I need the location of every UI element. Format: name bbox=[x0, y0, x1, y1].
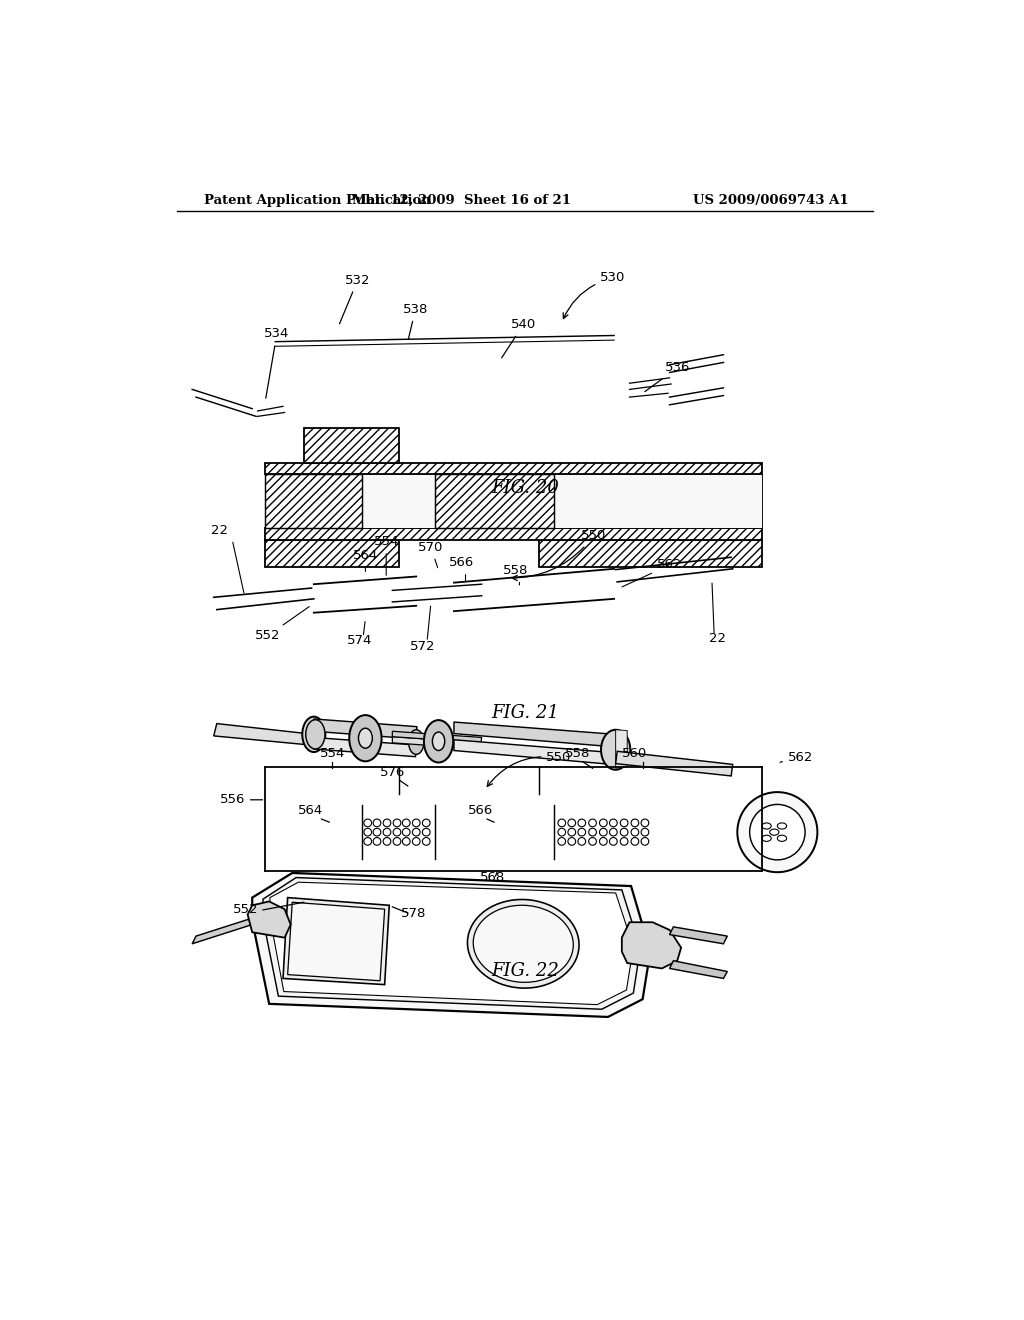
Text: 554: 554 bbox=[319, 747, 345, 760]
Text: 554: 554 bbox=[374, 535, 399, 548]
Text: 534: 534 bbox=[264, 327, 290, 399]
Polygon shape bbox=[539, 540, 762, 566]
Ellipse shape bbox=[424, 721, 454, 763]
Polygon shape bbox=[265, 462, 762, 474]
Text: 550: 550 bbox=[512, 529, 606, 581]
Text: 532: 532 bbox=[340, 273, 371, 323]
Polygon shape bbox=[622, 923, 681, 969]
Text: 578: 578 bbox=[401, 907, 427, 920]
Text: Mar. 12, 2009  Sheet 16 of 21: Mar. 12, 2009 Sheet 16 of 21 bbox=[352, 194, 571, 207]
Text: 530: 530 bbox=[563, 271, 626, 318]
Text: Patent Application Publication: Patent Application Publication bbox=[204, 194, 430, 207]
Polygon shape bbox=[670, 961, 727, 978]
Polygon shape bbox=[193, 917, 256, 944]
Text: 22: 22 bbox=[211, 524, 227, 537]
Polygon shape bbox=[265, 540, 398, 566]
Polygon shape bbox=[270, 882, 634, 1005]
Ellipse shape bbox=[468, 899, 579, 989]
Ellipse shape bbox=[432, 733, 444, 751]
Text: 566: 566 bbox=[468, 804, 494, 817]
Text: 574: 574 bbox=[347, 634, 373, 647]
Polygon shape bbox=[265, 474, 762, 528]
Ellipse shape bbox=[302, 717, 326, 752]
Polygon shape bbox=[435, 474, 554, 528]
Polygon shape bbox=[214, 723, 313, 744]
Polygon shape bbox=[252, 873, 650, 1016]
Text: 550: 550 bbox=[487, 751, 571, 787]
Polygon shape bbox=[392, 737, 481, 748]
Text: 556: 556 bbox=[219, 793, 262, 807]
Polygon shape bbox=[248, 902, 291, 937]
Text: 564: 564 bbox=[298, 804, 324, 817]
Ellipse shape bbox=[601, 730, 631, 770]
Circle shape bbox=[737, 792, 817, 873]
Ellipse shape bbox=[349, 715, 382, 762]
Text: 564: 564 bbox=[353, 549, 378, 562]
Text: 572: 572 bbox=[411, 640, 436, 652]
Ellipse shape bbox=[358, 729, 373, 748]
Text: US 2009/0069743 A1: US 2009/0069743 A1 bbox=[692, 194, 848, 207]
Polygon shape bbox=[313, 738, 417, 756]
Ellipse shape bbox=[409, 730, 424, 755]
Polygon shape bbox=[454, 739, 615, 764]
Text: 540: 540 bbox=[502, 318, 536, 358]
Text: 536: 536 bbox=[645, 362, 690, 392]
Text: 552: 552 bbox=[233, 903, 259, 916]
Ellipse shape bbox=[306, 719, 325, 748]
Polygon shape bbox=[313, 719, 417, 739]
Text: 538: 538 bbox=[402, 302, 428, 339]
Ellipse shape bbox=[473, 906, 573, 982]
Polygon shape bbox=[288, 903, 385, 981]
Polygon shape bbox=[615, 730, 628, 768]
Text: FIG. 22: FIG. 22 bbox=[490, 962, 559, 979]
Polygon shape bbox=[265, 528, 762, 540]
Text: 552: 552 bbox=[255, 607, 309, 643]
Polygon shape bbox=[304, 428, 398, 462]
Text: FIG. 20: FIG. 20 bbox=[490, 479, 559, 496]
Text: 558: 558 bbox=[564, 747, 590, 760]
Text: 570: 570 bbox=[418, 541, 443, 554]
Text: 560: 560 bbox=[623, 747, 647, 760]
Polygon shape bbox=[265, 474, 361, 528]
Polygon shape bbox=[454, 722, 615, 747]
Text: 22: 22 bbox=[709, 632, 726, 645]
Polygon shape bbox=[283, 898, 389, 985]
Polygon shape bbox=[263, 878, 640, 1010]
Circle shape bbox=[750, 804, 805, 859]
Text: FIG. 21: FIG. 21 bbox=[490, 704, 559, 722]
Polygon shape bbox=[392, 731, 481, 743]
Text: 576: 576 bbox=[380, 766, 406, 779]
Polygon shape bbox=[615, 751, 733, 776]
Text: 562: 562 bbox=[622, 558, 682, 587]
Polygon shape bbox=[670, 927, 727, 944]
Text: 562: 562 bbox=[780, 751, 813, 764]
Text: 566: 566 bbox=[450, 557, 474, 569]
Text: 568: 568 bbox=[480, 871, 505, 883]
Text: 558: 558 bbox=[503, 564, 528, 577]
